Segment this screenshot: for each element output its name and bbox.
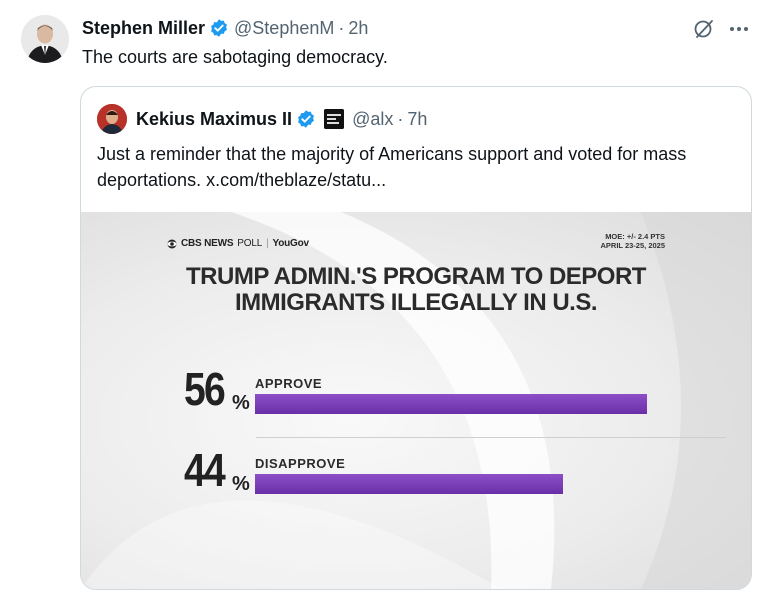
verified-badge-icon: [298, 110, 314, 128]
poll-moe-line2: APRIL 23-25, 2025: [600, 241, 665, 250]
disapprove-value: 44: [184, 444, 226, 496]
author-avatar[interactable]: [21, 15, 69, 63]
poll-graphic[interactable]: CBS NEWS POLL | YouGov MOE: +/- 2.4 PTS …: [81, 212, 751, 589]
poll-brand-poll: POLL: [237, 238, 263, 249]
poll-brand-separator: |: [266, 238, 269, 249]
quote-header: Kekius Maximus II @alx · 7h: [136, 104, 427, 134]
quote-avatar-image: [97, 104, 127, 134]
poll-title: TRUMP ADMIN.'S PROGRAM TO DEPORT IMMIGRA…: [81, 264, 751, 316]
quote-author-name[interactable]: Kekius Maximus II: [136, 108, 293, 129]
poll-brand: CBS NEWS POLL | YouGov: [167, 238, 309, 249]
author-avatar-image: [21, 15, 69, 63]
more-icon[interactable]: [728, 18, 750, 40]
separator-dot: ·: [338, 17, 345, 38]
poll-moe-line1: MOE: +/- 2.4 PTS: [605, 232, 665, 241]
author-name[interactable]: Stephen Miller: [82, 17, 206, 38]
quote-text: Just a reminder that the majority of Ame…: [97, 144, 687, 190]
poll-title-line1: TRUMP ADMIN.'S PROGRAM TO DEPORT: [186, 263, 646, 290]
quote-time[interactable]: 7h: [407, 108, 428, 129]
quote-author-handle[interactable]: @alx: [352, 108, 394, 129]
affiliation-badge-icon[interactable]: [324, 109, 345, 129]
poll-divider: [256, 437, 726, 438]
poll-brand-partner: YouGov: [272, 238, 309, 249]
tweet-time[interactable]: 2h: [348, 17, 369, 38]
approve-bar: [255, 394, 647, 414]
author-handle[interactable]: @StephenM: [234, 17, 335, 38]
cbs-eye-icon: [167, 239, 177, 248]
tweet-text: The courts are sabotaging democracy.: [82, 47, 388, 67]
approve-value: 56: [184, 363, 226, 415]
separator-dot: ·: [397, 108, 404, 129]
disapprove-pct-sign: %: [232, 473, 250, 495]
poll-title-line2: IMMIGRANTS ILLEGALLY IN U.S.: [234, 289, 598, 316]
verified-badge-icon: [211, 19, 227, 37]
grok-icon[interactable]: [693, 18, 715, 40]
disapprove-bar: [255, 474, 563, 494]
quoted-tweet[interactable]: Kekius Maximus II @alx · 7h Just a remin…: [80, 86, 752, 590]
tweet-header: Stephen Miller @StephenM · 2h: [82, 16, 368, 40]
approve-label: APPROVE: [255, 376, 323, 391]
approve-pct-sign: %: [232, 392, 250, 414]
poll-background-swoosh: [81, 212, 751, 589]
disapprove-label: DISAPPROVE: [255, 456, 346, 471]
quote-author-avatar[interactable]: [97, 104, 127, 134]
poll-brand-name: CBS NEWS: [181, 238, 234, 249]
poll-moe: MOE: +/- 2.4 PTS APRIL 23-25, 2025: [601, 232, 665, 250]
